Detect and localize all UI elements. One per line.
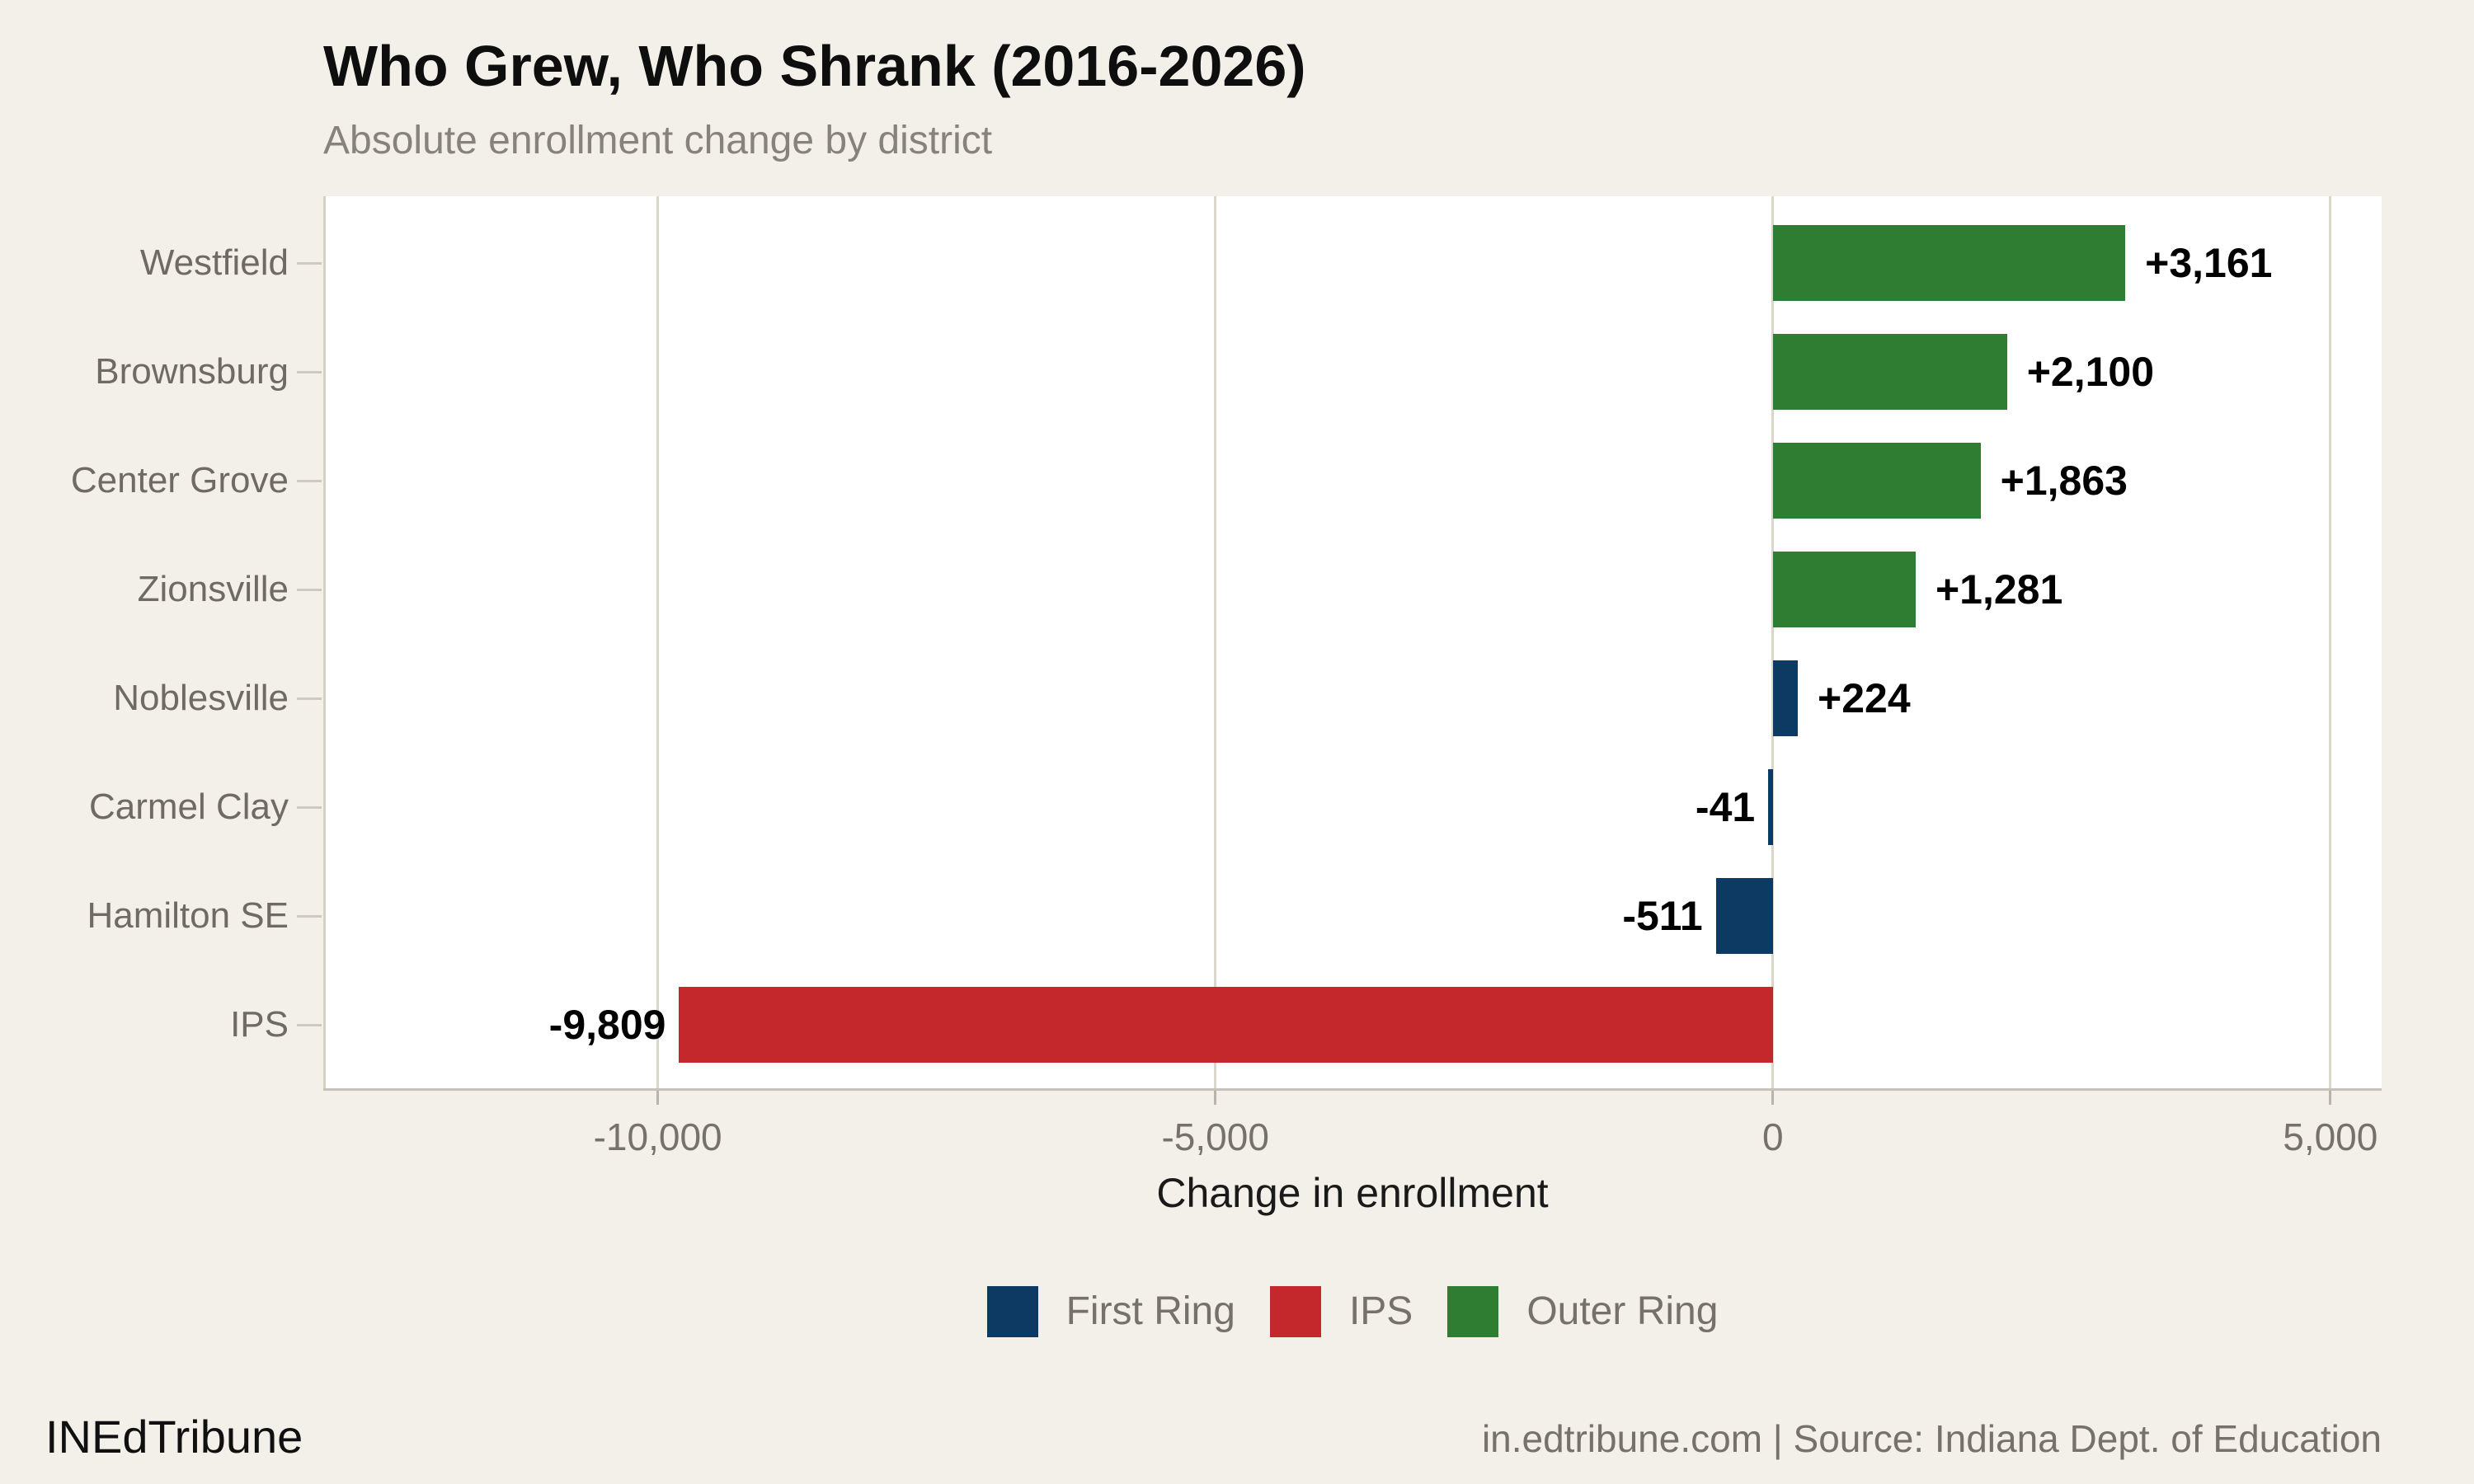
bar-zionsville <box>1772 552 1916 627</box>
x-axis-tick--5000 <box>1214 1091 1217 1105</box>
bar-hamilton-se <box>1715 878 1773 954</box>
legend-item-outer-ring: Outer Ring <box>1447 1286 1718 1337</box>
chart-subtitle: Absolute enrollment change by district <box>323 119 993 162</box>
x-axis-title: Change in enrollment <box>1156 1170 1549 1216</box>
chart-title: Who Grew, Who Shrank (2016-2026) <box>323 34 1306 98</box>
category-label-carmel-clay: Carmel Clay <box>88 787 289 827</box>
legend-label-first-ring: First Ring <box>1065 1289 1235 1333</box>
bar-value-center-grove: +1,863 <box>2000 458 2128 504</box>
legend-label-outer-ring: Outer Ring <box>1526 1289 1719 1333</box>
brand-logo-text: INEdTribune <box>45 1411 303 1463</box>
category-tick-ips <box>297 1023 322 1026</box>
bar-value-westfield: +3,161 <box>2145 240 2273 286</box>
x-tick-label-0: 0 <box>1761 1115 1784 1158</box>
bar-value-noblesville: +224 <box>1818 675 1911 721</box>
x-axis-tick-5000 <box>2329 1091 2332 1105</box>
x-tick-label--5000: -5,000 <box>1161 1115 1269 1158</box>
bar-ips <box>679 987 1773 1063</box>
category-label-center-grove: Center Grove <box>70 460 289 500</box>
y-axis-spine <box>323 196 326 1091</box>
legend-swatch-first-ring <box>986 1286 1038 1337</box>
legend-swatch-outer-ring <box>1447 1286 1499 1337</box>
x-tick-label-5000: 5,000 <box>2283 1115 2378 1158</box>
gridline-5000 <box>2329 196 2332 1091</box>
gridline--5000 <box>1214 196 1217 1091</box>
category-tick-hamilton-se <box>297 914 322 918</box>
bar-value-hamilton-se: -511 <box>1622 893 1703 939</box>
category-tick-zionsville <box>297 588 322 591</box>
bar-value-zionsville: +1,281 <box>1935 566 2063 613</box>
x-axis-line <box>323 1088 2382 1091</box>
category-tick-center-grove <box>297 479 322 482</box>
bar-center-grove <box>1772 443 1981 519</box>
bar-carmel-clay <box>1768 769 1773 845</box>
category-tick-westfield <box>297 261 322 265</box>
gridline-0 <box>1771 196 1775 1091</box>
category-tick-noblesville <box>297 697 322 700</box>
category-label-noblesville: Noblesville <box>113 678 289 718</box>
legend-item-ips: IPS <box>1269 1286 1413 1337</box>
category-label-westfield: Westfield <box>139 242 289 283</box>
legend: First Ring IPS Outer Ring <box>323 1286 2382 1337</box>
x-tick-label--10000: -10,000 <box>593 1115 722 1158</box>
bar-westfield <box>1772 225 2126 301</box>
legend-label-ips: IPS <box>1348 1289 1413 1333</box>
source-attribution: in.edtribune.com | Source: Indiana Dept.… <box>1481 1417 2382 1460</box>
x-axis-tick-0 <box>1771 1091 1775 1105</box>
legend-swatch-ips <box>1269 1286 1321 1337</box>
category-label-zionsville: Zionsville <box>137 569 289 609</box>
category-label-hamilton-se: Hamilton SE <box>87 895 289 936</box>
category-tick-brownsburg <box>297 370 322 373</box>
bar-value-brownsburg: +2,100 <box>2026 349 2155 395</box>
bar-value-carmel-clay: -41 <box>1695 784 1756 830</box>
bar-brownsburg <box>1772 334 2007 410</box>
category-label-brownsburg: Brownsburg <box>95 351 289 392</box>
gridline--10000 <box>656 196 660 1091</box>
x-axis-tick--10000 <box>656 1091 660 1105</box>
plot-area <box>323 196 2382 1091</box>
bar-noblesville <box>1772 660 1799 736</box>
category-label-ips: IPS <box>230 1004 289 1045</box>
category-tick-carmel-clay <box>297 805 322 809</box>
legend-item-first-ring: First Ring <box>986 1286 1235 1337</box>
bar-value-ips: -9,809 <box>548 1002 666 1048</box>
